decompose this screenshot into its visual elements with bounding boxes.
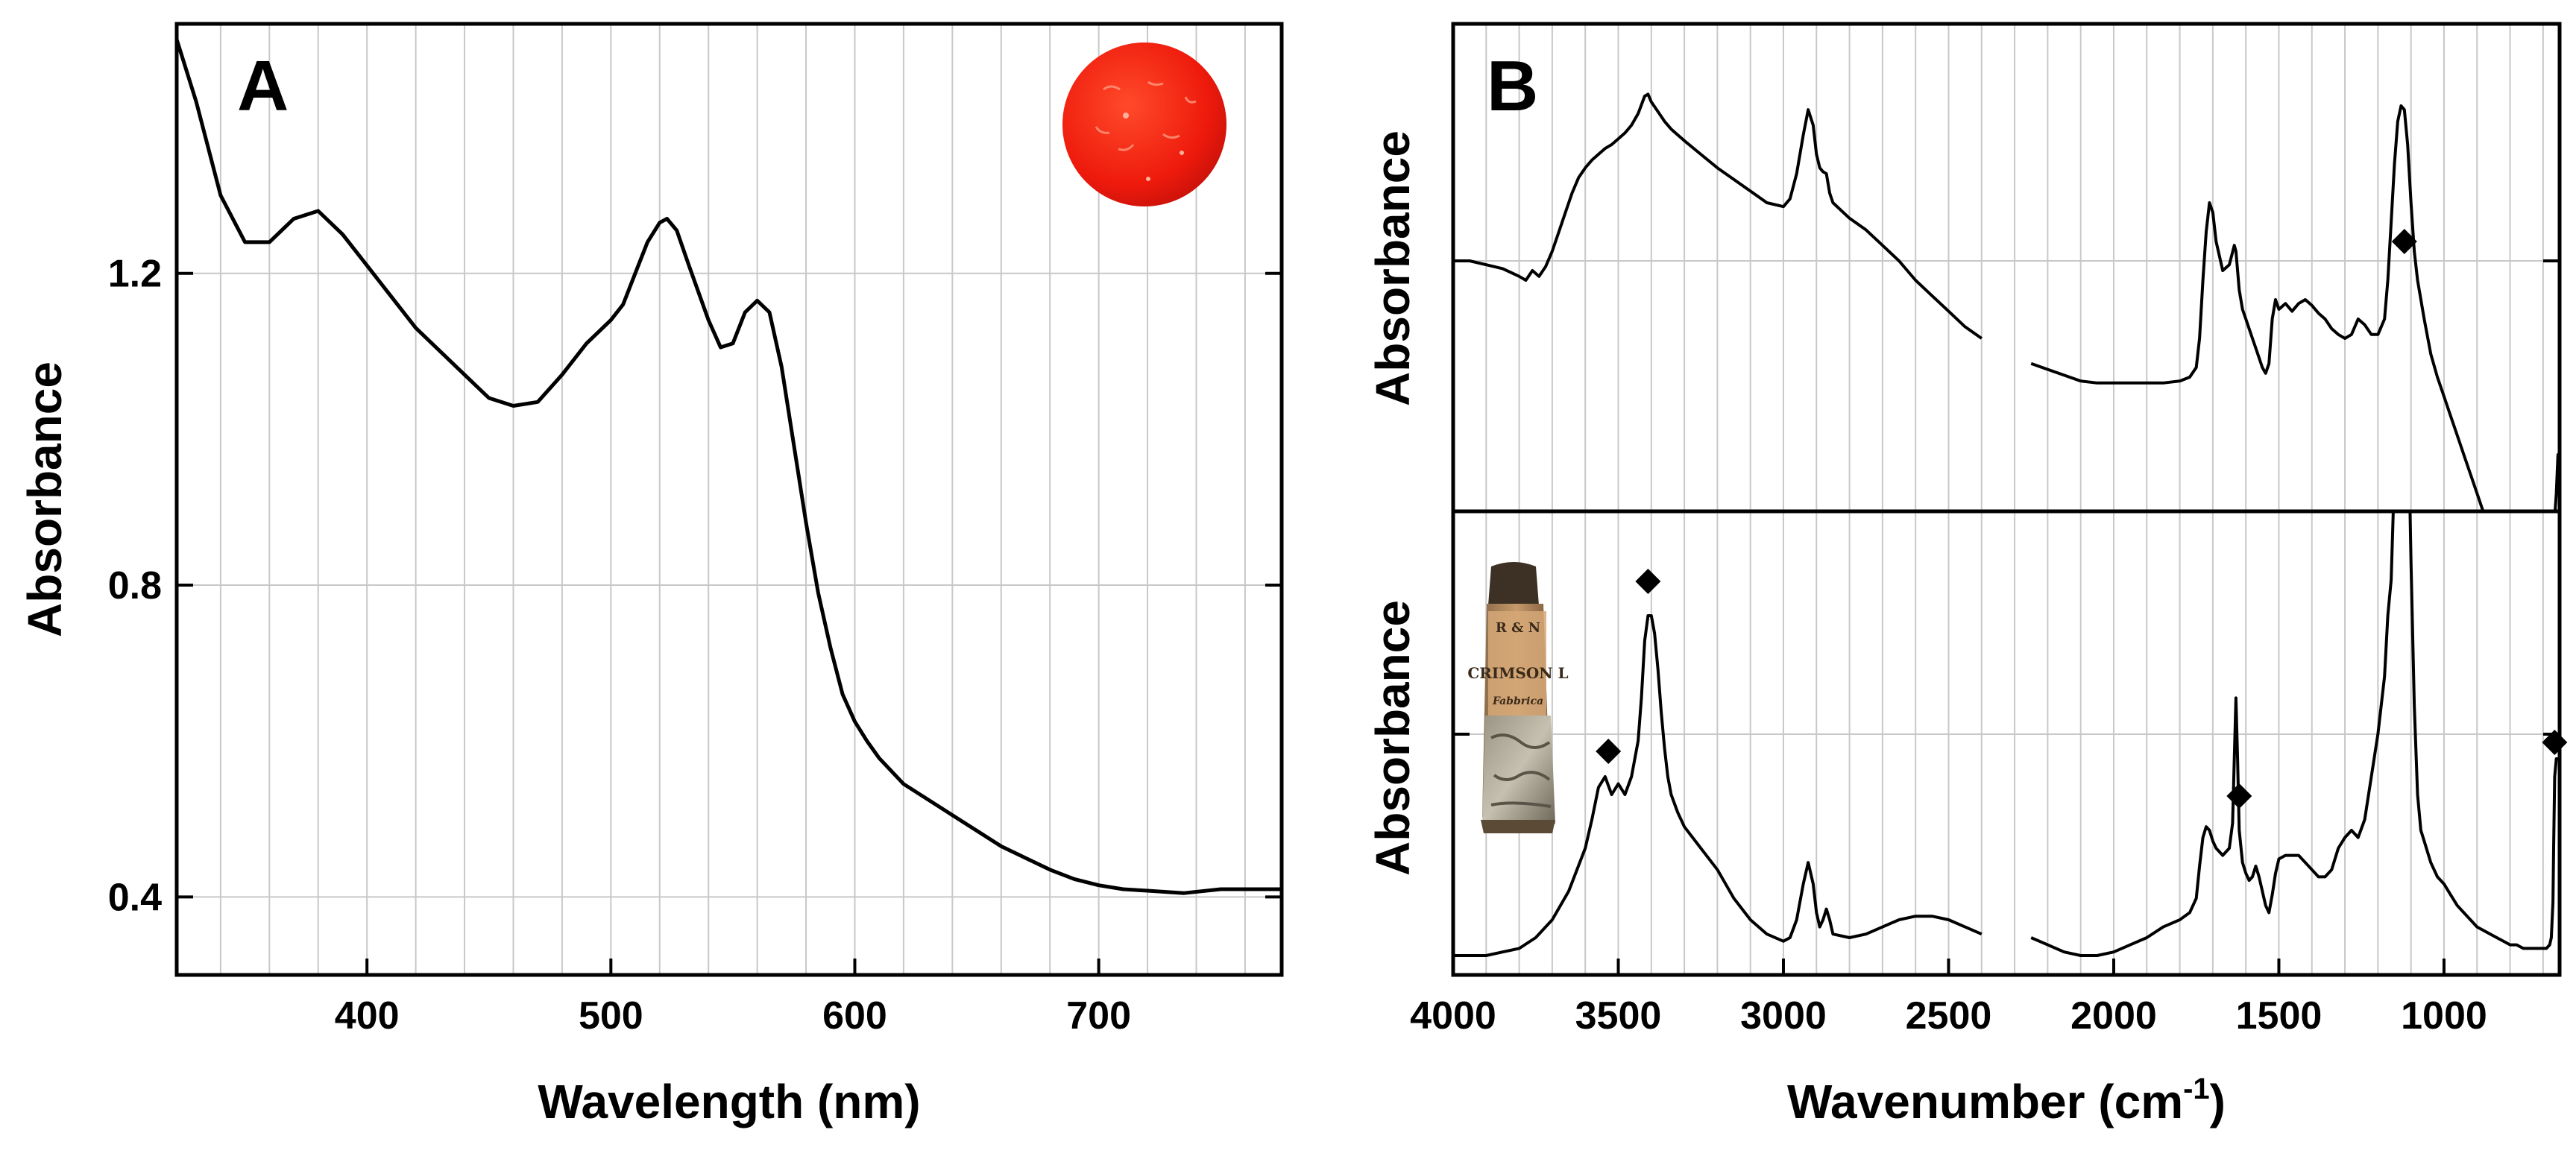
panel-b-x-tick-label: 1000 xyxy=(2401,994,2487,1038)
peak-marker-diamond xyxy=(1596,739,1622,764)
panel-b-upper-line-segment-2 xyxy=(2030,104,2560,511)
panel-b-x-tick-label: 3000 xyxy=(1740,994,1827,1038)
panel-a-y-tick-label: 1.2 xyxy=(108,253,162,296)
panel-a: 400 500 600 700 0.4 0.8 1.2 A Wavelength (nm)… xyxy=(18,22,1284,1128)
panel-a-x-tick-label: 500 xyxy=(579,994,643,1038)
panel-a-y-tick-label: 0.8 xyxy=(108,564,162,607)
panel-b-x-axis-title-main: Wavenumber (cm xyxy=(1787,1075,2183,1128)
panel-b-lower-line-segment-2 xyxy=(2030,511,2560,957)
panel-a-ticks xyxy=(177,271,1282,975)
panel-a-y-tick-label: 0.4 xyxy=(108,876,162,919)
panel-a-frame xyxy=(174,22,1284,977)
panel-b-x-tick-label: 4000 xyxy=(1410,994,1496,1038)
peak-marker-diamond xyxy=(2226,783,2252,809)
panel-b-ticks xyxy=(1452,259,2560,975)
panel-b-x-axis-title-suffix: ) xyxy=(2210,1075,2226,1128)
peak-marker-diamond xyxy=(2391,229,2417,254)
panel-a-spectrum-line xyxy=(177,39,1282,895)
peak-marker-diamond xyxy=(1635,569,1661,594)
panel-a-y-tick-labels: 0.4 0.8 1.2 xyxy=(108,253,162,920)
panel-b-letter: B xyxy=(1487,46,1538,126)
panel-a-y-axis-title: Absorbance xyxy=(18,362,72,637)
panel-b-x-tick-labels: 4000 3500 3000 2500 2000 1500 1000 xyxy=(1410,994,2487,1038)
panel-b-x-axis-title-superscript: -1 xyxy=(2183,1073,2210,1105)
panel-b-x-tick-label: 1500 xyxy=(2236,994,2323,1038)
panel-b-y-axis-title-lower: Absorbance xyxy=(1366,600,1420,876)
panel-a-x-tick-label: 400 xyxy=(335,994,400,1038)
panel-b-x-tick-label: 3500 xyxy=(1575,994,1662,1038)
panel-b-x-tick-label: 2500 xyxy=(1906,994,1992,1038)
red-pigment-disc-image xyxy=(1062,42,1226,206)
panel-a-x-tick-label: 700 xyxy=(1066,994,1131,1038)
panel-a-x-tick-labels: 400 500 600 700 xyxy=(335,994,1131,1038)
panel-b-lower-spectrum xyxy=(1453,511,2560,957)
panel-a-x-axis-title: Wavelength (nm) xyxy=(538,1075,920,1128)
panel-b-x-tick-label: 2000 xyxy=(2070,994,2157,1038)
tube-label-name: CRIMSON L xyxy=(1467,664,1568,682)
panel-b-upper-line-segment-1 xyxy=(1453,92,1983,340)
panel-a-grid xyxy=(177,24,1282,975)
panel-b-frame xyxy=(1451,22,2562,977)
panel-b-x-axis-title: Wavenumber (cm-1) xyxy=(1787,1073,2226,1128)
panel-b: 4000 3500 3000 2500 2000 1500 1000 B R & N CRI… xyxy=(1366,22,2568,1128)
panel-b-peak-markers xyxy=(1596,229,2568,809)
tube-label-brand: R & N xyxy=(1496,620,1540,636)
panel-b-upper-spectrum xyxy=(1453,92,2560,511)
panel-a-letter: A xyxy=(237,46,289,126)
panel-a-x-tick-label: 600 xyxy=(822,994,887,1038)
panel-b-lower-line-segment-1 xyxy=(1453,614,1983,957)
crimson-lake-paint-tube-image: R & N CRIMSON L Fabbrica xyxy=(1467,562,1569,833)
tube-label-maker: Fabbrica xyxy=(1492,695,1543,707)
panel-b-y-axis-title-upper: Absorbance xyxy=(1366,130,1420,406)
